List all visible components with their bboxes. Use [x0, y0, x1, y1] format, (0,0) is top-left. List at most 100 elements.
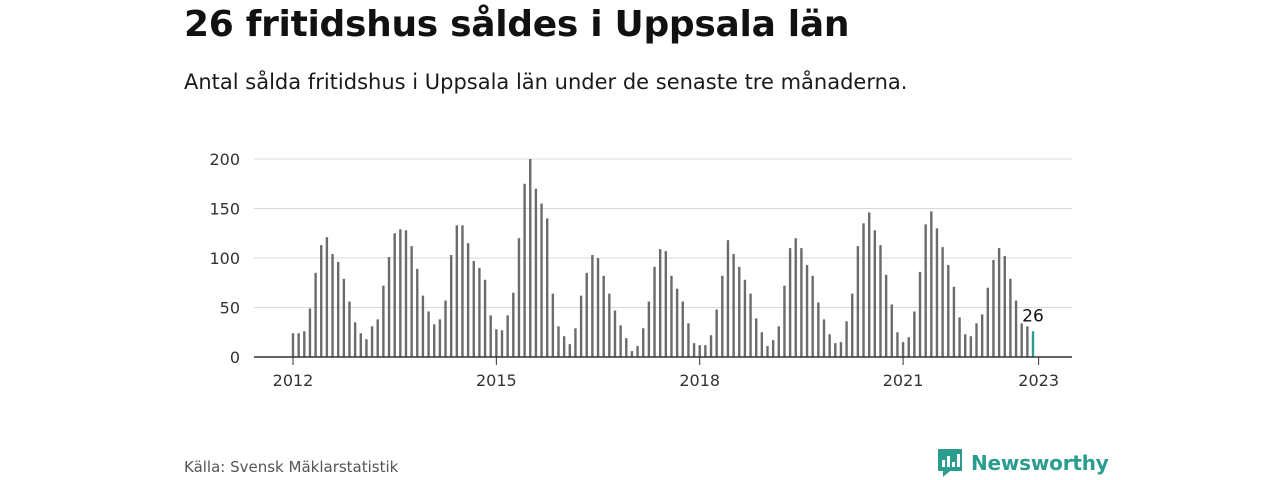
bar	[941, 247, 944, 357]
bar	[851, 293, 854, 357]
bar	[630, 351, 634, 357]
bar	[534, 188, 538, 357]
bar	[478, 267, 481, 357]
bar	[320, 245, 323, 357]
newsworthy-logo-icon	[938, 449, 962, 477]
bar	[964, 334, 967, 357]
bar	[658, 249, 662, 357]
bar	[732, 254, 735, 357]
bar	[879, 245, 882, 357]
bar	[568, 344, 571, 357]
bar	[670, 275, 673, 357]
bar	[642, 328, 645, 357]
y-tick-label: 150	[209, 200, 240, 219]
bar	[359, 333, 362, 357]
chart-subtitle: Antal sålda fritidshus i Uppsala län und…	[184, 70, 908, 94]
bar	[873, 230, 877, 357]
brand-name: Newsworthy	[971, 451, 1109, 475]
bar	[664, 251, 668, 357]
x-tick-label: 2012	[273, 371, 314, 390]
bar	[980, 314, 984, 357]
bar	[828, 334, 831, 357]
bar	[613, 310, 617, 357]
x-tick-label: 2018	[679, 371, 720, 390]
bar	[704, 345, 707, 357]
bar	[811, 275, 814, 357]
bar	[692, 343, 696, 357]
bar	[907, 337, 910, 357]
bar	[557, 326, 560, 357]
bar	[771, 340, 775, 357]
bar	[562, 336, 566, 357]
bar	[489, 315, 492, 357]
bar	[314, 272, 317, 357]
x-tick-label: 2015	[476, 371, 517, 390]
bar	[596, 258, 600, 357]
bar	[444, 300, 447, 357]
bar	[1026, 326, 1029, 357]
bar	[483, 279, 487, 357]
bar	[918, 271, 922, 357]
bar	[760, 332, 764, 357]
bar	[975, 323, 978, 357]
bar	[896, 332, 899, 357]
bar	[687, 323, 690, 357]
bar	[783, 285, 786, 357]
bar	[822, 319, 826, 357]
bar	[935, 228, 939, 357]
labels: 0 50 100 150 200 2012 2015 2018 2021 2023 26	[209, 150, 1059, 390]
source-text: Källa: Svensk Mäklarstatistik	[184, 458, 399, 476]
bar	[342, 278, 346, 357]
bar	[839, 342, 843, 357]
bar	[969, 336, 973, 357]
bar	[958, 317, 961, 357]
bar	[913, 311, 916, 357]
bar	[856, 246, 860, 357]
y-tick-label: 100	[209, 249, 240, 268]
bar	[1003, 256, 1006, 357]
bar	[800, 248, 803, 357]
bar	[681, 301, 684, 357]
y-tick-label: 0	[230, 348, 240, 367]
bar	[997, 248, 1001, 357]
bar	[805, 264, 809, 357]
bar	[421, 295, 425, 357]
bar	[466, 243, 470, 357]
bar	[862, 223, 865, 357]
bar	[709, 335, 713, 357]
bar	[755, 318, 758, 357]
bar	[834, 343, 837, 357]
bar	[393, 233, 396, 357]
x-tick-label: 2023	[1018, 371, 1059, 390]
bar	[1014, 300, 1018, 357]
bar	[817, 302, 820, 357]
bar	[726, 240, 730, 357]
chart-title: 26 fritidshus såldes i Uppsala län	[184, 4, 850, 45]
bar	[647, 301, 651, 357]
bar	[410, 246, 413, 357]
bar	[608, 293, 611, 357]
bar	[416, 268, 419, 357]
bar	[585, 272, 588, 357]
bar	[404, 230, 408, 357]
bar	[517, 238, 521, 357]
bar	[579, 295, 583, 357]
y-tick-label: 50	[220, 299, 240, 318]
bar	[1009, 278, 1012, 357]
bar	[867, 212, 871, 357]
bar	[325, 237, 329, 357]
bar	[653, 266, 656, 357]
bars	[291, 159, 1035, 357]
bar	[529, 159, 532, 357]
bar	[738, 266, 741, 357]
bar	[777, 326, 780, 357]
bar	[602, 275, 605, 357]
bar	[540, 203, 543, 357]
bar	[387, 257, 391, 357]
bar	[625, 338, 628, 357]
bar	[546, 218, 549, 357]
bar	[472, 260, 475, 357]
newsworthy-brand[interactable]: Newsworthy	[937, 448, 1109, 478]
bar	[297, 333, 300, 357]
grid-lines	[254, 158, 1072, 308]
